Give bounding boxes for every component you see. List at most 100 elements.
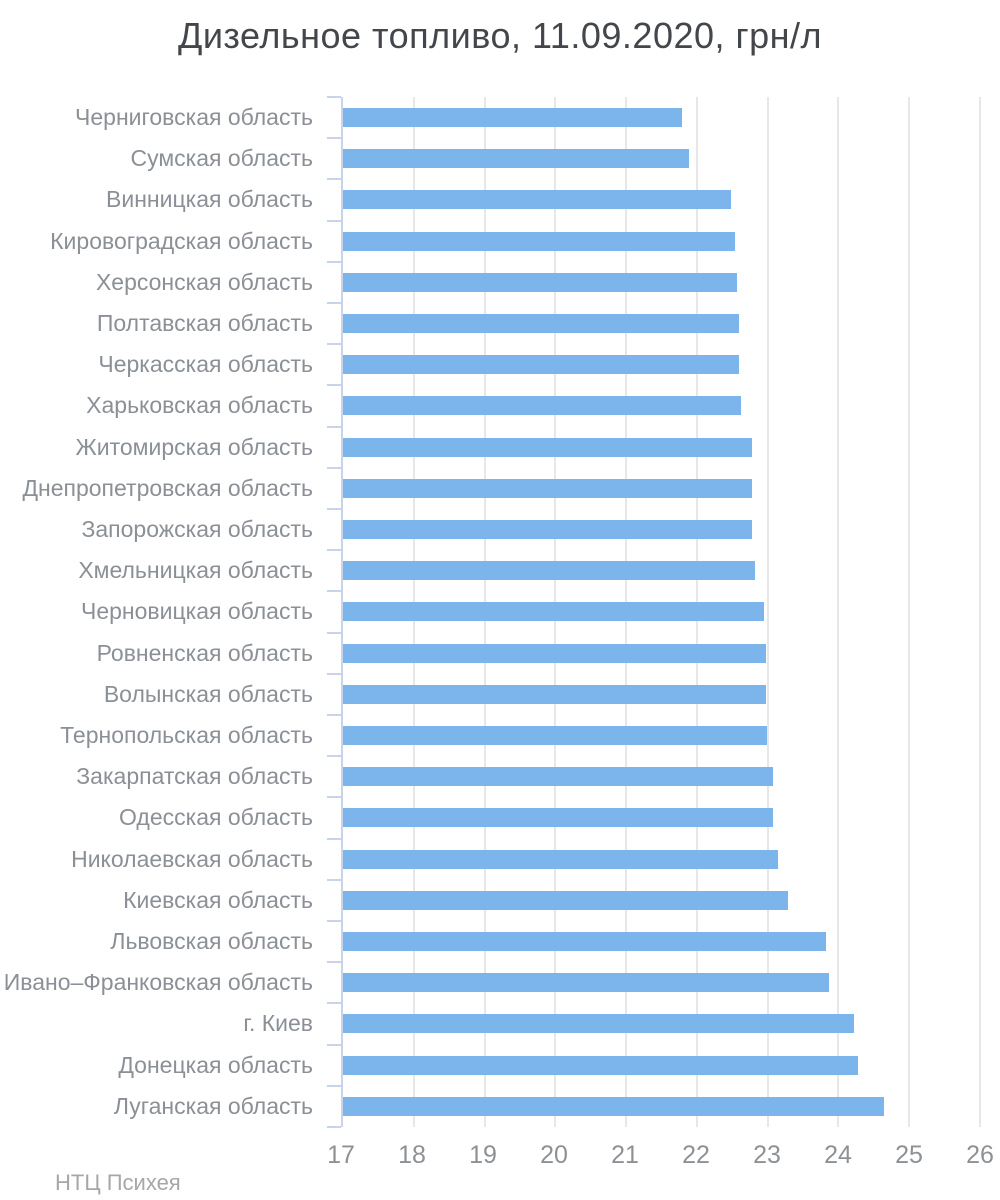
category-label: Закарпатская область [76,763,313,790]
bar-row [343,756,980,797]
bar[interactable] [343,767,773,787]
bar-row [343,921,980,962]
value-axis-tick-label: 23 [753,1141,781,1169]
value-axis-tick-label: 19 [469,1141,497,1169]
category-label: Ивано–Франковская область [3,969,313,996]
bar[interactable] [343,149,690,169]
category-label: Николаевская область [71,845,313,872]
category-axis-tick [327,466,341,469]
bar-row [343,138,980,179]
bar[interactable] [343,355,739,375]
category-axis-tick [327,878,341,881]
bar[interactable] [343,396,741,416]
bar-row [343,1003,980,1044]
bar-row [343,674,980,715]
gridline [908,97,911,1127]
bar[interactable] [343,973,829,993]
value-axis-tick-label: 26 [966,1141,994,1169]
category-label: Луганская область [113,1092,313,1119]
category-label: Винницкая область [106,186,313,213]
chart-title: Дизельное топливо, 11.09.2020, грн/л [177,15,823,56]
bar-row [343,880,980,921]
bar[interactable] [343,1096,885,1116]
category-axis-tick [327,260,341,263]
bar-row [343,262,980,303]
category-axis-tick [327,508,341,510]
bar-row [343,1045,980,1086]
value-axis-tick-label: 24 [824,1141,852,1169]
bar[interactable] [343,849,779,869]
category-axis-tick [327,920,341,922]
category-label: Киевская область [123,886,313,913]
category-axis-tick [327,302,341,304]
category-label: Харьковская область [86,392,313,419]
bar-row [343,509,980,550]
bar[interactable] [343,643,767,663]
bar-row [343,839,980,880]
value-axis-tick-label: 18 [398,1141,426,1169]
bar-row [343,344,980,385]
bar[interactable] [343,437,753,457]
bar-row [343,468,980,509]
category-label: Житомирская область [75,433,313,460]
bar[interactable] [343,684,767,704]
value-axis-tick-label: 17 [327,1141,355,1169]
bar-row [343,97,980,138]
category-axis-tick [327,796,341,799]
bar-row [343,962,980,1003]
category-label: Хмельницкая область [78,557,313,584]
bar[interactable] [343,890,789,910]
bar[interactable] [343,478,753,498]
bar[interactable] [343,602,765,622]
category-axis-tick [327,1126,341,1128]
category-label: Волынская область [103,680,313,707]
category-axis-tick [327,425,341,428]
category-label: Тернопольская область [60,722,313,749]
category-axis-tick [327,672,341,675]
category-axis-tick [327,714,341,716]
bar-row [343,797,980,838]
category-axis-tick [327,1002,341,1005]
bar[interactable] [343,231,736,251]
bar[interactable] [343,190,731,210]
bar[interactable] [343,561,755,581]
category-axis-tick [327,1043,341,1046]
bar-row [343,633,980,674]
bar-row [343,715,980,756]
bar-row [343,427,980,468]
bar[interactable] [343,932,827,952]
bar[interactable] [343,808,773,828]
category-label: Ровненская область [96,639,313,666]
value-axis-tick-label: 22 [682,1141,710,1169]
category-axis-tick [327,590,341,593]
gridline [837,97,840,1127]
bar-row [343,221,980,262]
bar[interactable] [343,272,737,292]
gridline [979,97,981,1127]
category-axis-tick [327,343,341,346]
bar[interactable] [343,1055,859,1075]
category-label: г. Киев [243,1010,313,1037]
bar[interactable] [343,726,767,746]
bar-row [343,591,980,632]
category-axis-tick [327,384,341,387]
bar[interactable] [343,108,683,128]
category-axis-tick [327,1084,341,1087]
category-axis-tick [327,178,341,181]
bar-row [343,385,980,426]
category-axis-tick [327,219,341,222]
bar-row [343,179,980,220]
category-label: Черкасская область [98,351,313,378]
category-label: Сумская область [130,145,313,172]
bar[interactable] [343,314,739,334]
category-label: Львовская область [110,928,313,955]
bar-row [343,1086,980,1127]
chart-credit: НТЦ Психея [55,1170,181,1195]
value-axis-tick-label: 25 [895,1141,923,1169]
category-label: Черновицкая область [80,598,313,625]
gridline [766,97,769,1127]
category-label: Полтавская область [96,310,313,337]
bar[interactable] [343,520,753,540]
bar[interactable] [343,1014,854,1034]
